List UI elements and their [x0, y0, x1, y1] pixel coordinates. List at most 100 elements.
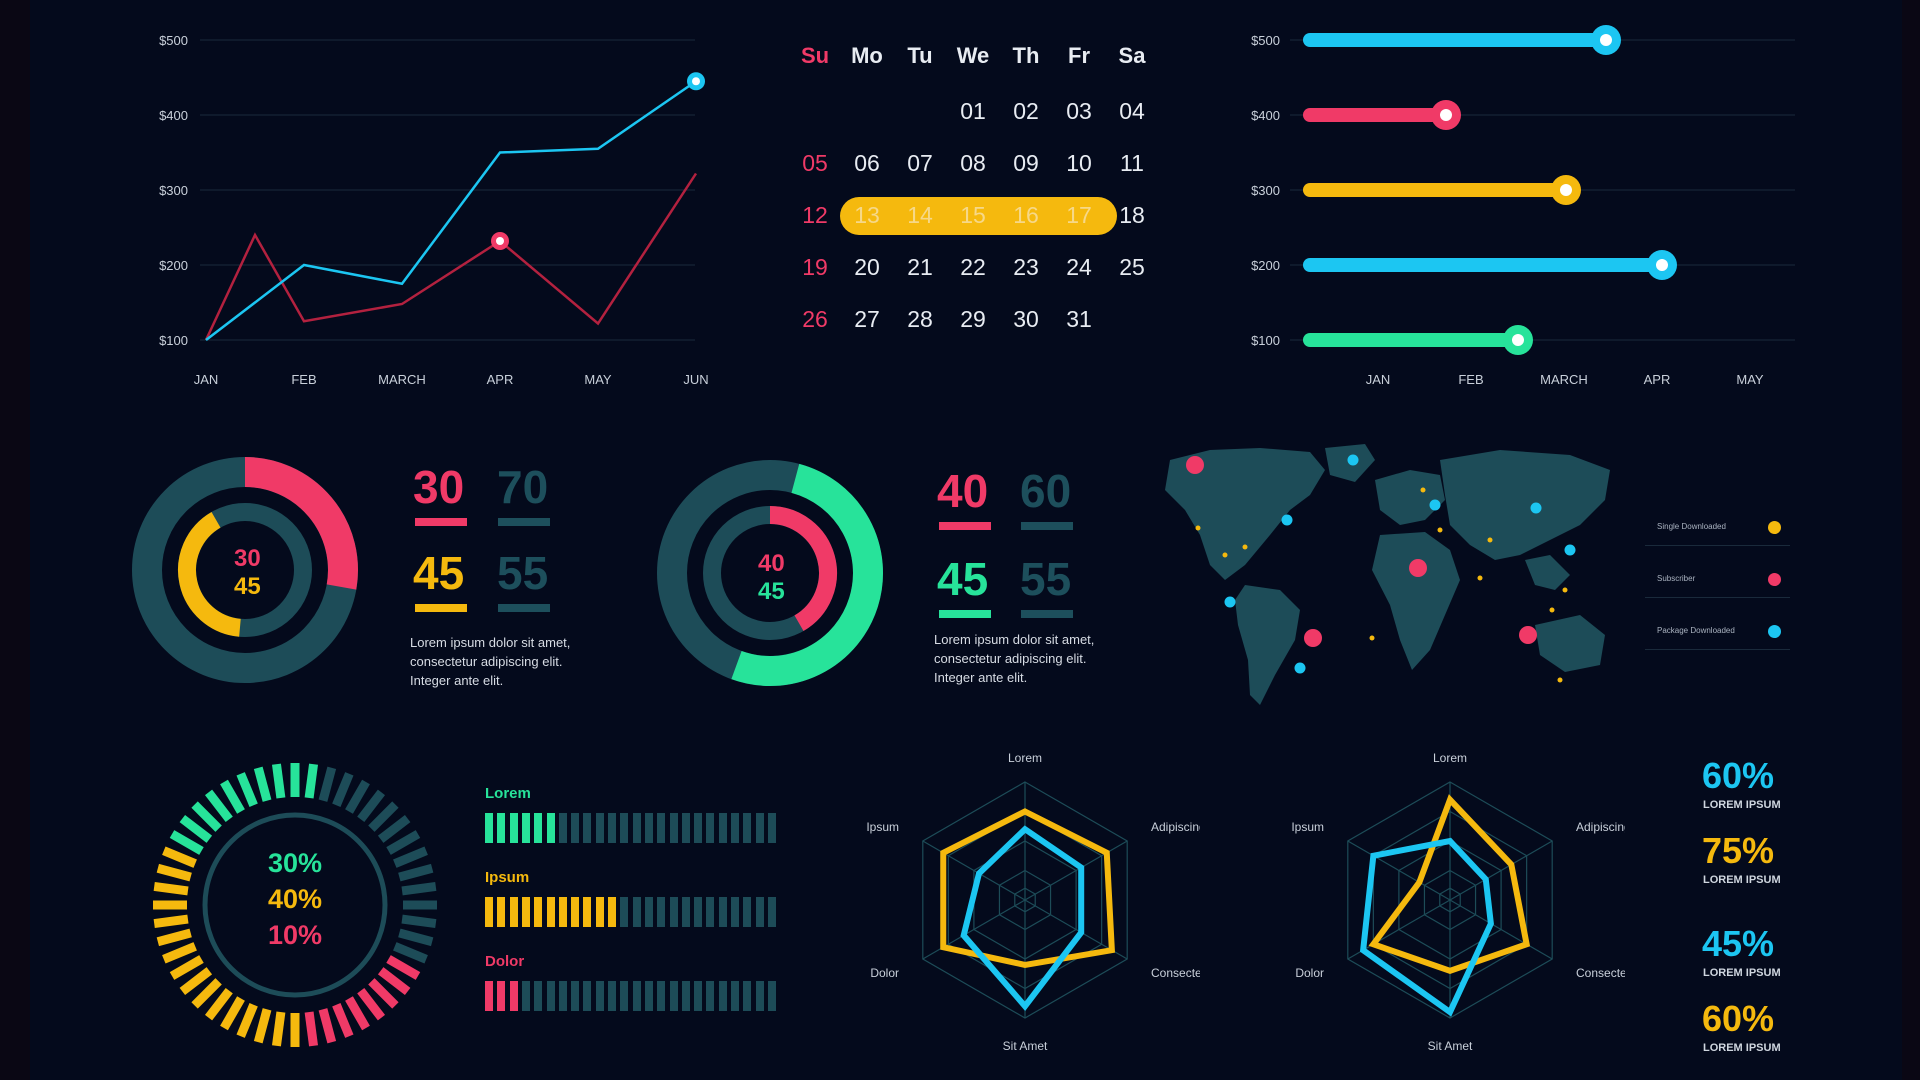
- calendar-day[interactable]: 02: [1013, 98, 1039, 124]
- radial-segment: [204, 789, 233, 823]
- calendar-day[interactable]: 27: [854, 306, 880, 332]
- radial-segment: [386, 955, 421, 980]
- seg-bar-segment: [718, 897, 727, 927]
- series-line-red: [204, 172, 698, 341]
- radar-axis-label: Dolor: [870, 966, 899, 980]
- radial-segment: [386, 830, 421, 855]
- seg-bar-segment: [681, 897, 690, 927]
- radial-segment: [236, 772, 258, 807]
- calendar-day[interactable]: 07: [907, 150, 933, 176]
- radial-segment: [162, 846, 197, 868]
- calendar-day[interactable]: 04: [1119, 98, 1145, 124]
- donut2-stat-1-bar: [939, 522, 991, 530]
- calendar-day[interactable]: 24: [1066, 254, 1092, 280]
- seg-bar-segment: [534, 813, 543, 843]
- map-legend-label: Single Downloaded: [1657, 522, 1726, 531]
- donut1-stat-1-bar: [415, 518, 467, 526]
- radial-segment: [401, 882, 437, 896]
- calendar-day[interactable]: 03: [1066, 98, 1092, 124]
- calendar-day[interactable]: 15: [960, 202, 986, 228]
- world-map: [1165, 444, 1610, 705]
- percent-label: LOREM IPSUM: [1703, 967, 1781, 979]
- donut1-stat-1: 30: [413, 461, 465, 513]
- radar-series: [940, 808, 1115, 968]
- y-tick-label: $500: [159, 33, 188, 48]
- calendar-header-mo: Mo: [851, 43, 883, 68]
- calendar-day[interactable]: 08: [960, 150, 986, 176]
- calendar-day[interactable]: 13: [854, 202, 880, 228]
- calendar-day[interactable]: 21: [907, 254, 933, 280]
- radar-series: [1368, 794, 1531, 974]
- radar-spoke: [1347, 840, 1451, 901]
- donut1-stat-4-bar: [498, 604, 550, 612]
- seg-bar-segment: [743, 897, 752, 927]
- calendar-day[interactable]: 23: [1013, 254, 1039, 280]
- radar-axis-label: Sit Amet: [1003, 1039, 1048, 1053]
- seg-bar-segment: [644, 981, 653, 1011]
- calendar-day[interactable]: 11: [1120, 150, 1144, 176]
- donut2-stat-3: 45: [937, 553, 989, 605]
- x-tick-label: FEB: [1458, 372, 1483, 387]
- seg-bar-segment: [767, 981, 776, 1011]
- calendar-day[interactable]: 05: [802, 150, 828, 176]
- calendar-day[interactable]: 06: [854, 150, 880, 176]
- seg-bar-segment: [608, 897, 616, 927]
- calendar-day[interactable]: 14: [907, 202, 933, 228]
- calendar-day[interactable]: 30: [1013, 306, 1039, 332]
- seg-bar-segment: [558, 981, 567, 1011]
- calendar-day[interactable]: 17: [1066, 202, 1092, 228]
- donut-inner-arc: [178, 511, 242, 637]
- slider-knob-center: [1560, 184, 1572, 196]
- seg-bar-segment: [669, 981, 678, 1011]
- percent-label: LOREM IPSUM: [1703, 1042, 1781, 1054]
- donut1-stat-3: 45: [413, 547, 465, 599]
- radial-segment: [253, 1008, 272, 1044]
- series-point-red-center: [496, 237, 504, 245]
- radar-series: [960, 825, 1085, 1011]
- calendar-day[interactable]: 18: [1119, 202, 1145, 228]
- radar-axis-label: Adipiscing: [1576, 820, 1625, 834]
- calendar-day[interactable]: 01: [960, 98, 986, 124]
- radial-segment: [398, 928, 434, 947]
- map-marker-red: [1409, 559, 1427, 577]
- calendar-day[interactable]: 26: [802, 306, 828, 332]
- map-marker-red: [1304, 629, 1322, 647]
- percent-value: 60%: [1702, 998, 1775, 1039]
- seg-bar-segment: [546, 813, 555, 843]
- calendar-day[interactable]: 12: [802, 202, 828, 228]
- radial-value-3: 10%: [267, 920, 323, 950]
- radial-segment: [236, 1003, 258, 1038]
- map-marker-yellow: [1549, 607, 1555, 613]
- calendar-day[interactable]: 25: [1119, 254, 1145, 280]
- calendar-day[interactable]: 16: [1013, 202, 1039, 228]
- calendar-day[interactable]: 09: [1013, 150, 1039, 176]
- calendar-day[interactable]: 22: [960, 254, 986, 280]
- radar-axis-label: Ipsum: [1291, 820, 1324, 834]
- seg-bar-segment: [743, 813, 752, 843]
- calendar-day[interactable]: 29: [960, 306, 986, 332]
- map-legend-dot: [1768, 625, 1781, 638]
- radial-segment: [357, 789, 386, 823]
- radial-value-1: 30%: [267, 848, 323, 878]
- seg-bar-segment: [632, 813, 641, 843]
- segmented-bars: Lorem Ipsum Dolor: [480, 785, 780, 1025]
- seg-bar-segment: [595, 813, 604, 843]
- seg-bar-segment: [608, 981, 616, 1011]
- calendar-day[interactable]: 20: [854, 254, 880, 280]
- map-marker-yellow: [1195, 525, 1201, 531]
- radial-segment: [368, 801, 399, 832]
- radar-axis-label: Lorem: [1008, 751, 1042, 765]
- calendar-day[interactable]: 28: [907, 306, 933, 332]
- percent-list: 60% LOREM IPSUM 75% LOREM IPSUM 45% LOREM IPS…: [1690, 755, 1810, 1055]
- seg-bar-segment: [706, 981, 715, 1011]
- seg-bar-segment: [731, 981, 739, 1011]
- seg-bar-segment: [509, 981, 518, 1011]
- map-legend-item: Single Downloaded: [1645, 515, 1790, 546]
- radial-segment: [253, 766, 272, 802]
- calendar-day[interactable]: 10: [1066, 150, 1092, 176]
- calendar-day[interactable]: 19: [802, 254, 828, 280]
- calendar-day[interactable]: 31: [1066, 306, 1092, 332]
- seg-bar-segment: [595, 897, 604, 927]
- radial-segment: [318, 766, 337, 802]
